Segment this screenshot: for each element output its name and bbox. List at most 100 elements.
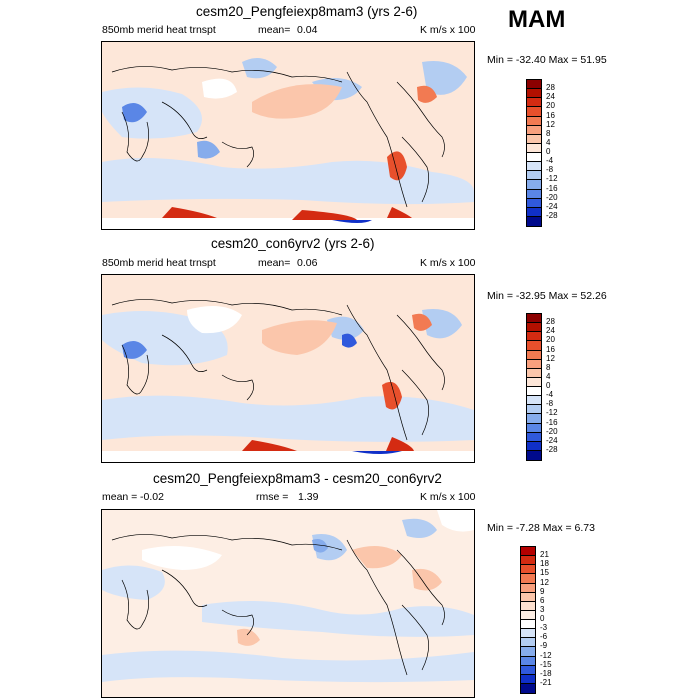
colorbar-tick-label: -4 [546, 390, 554, 400]
colorbar-swatch [521, 683, 535, 693]
panel-2-minmax: Min = -32.95 Max = 52.26 [487, 290, 607, 302]
colorbar-tick-label: 21 [540, 550, 549, 560]
panel-2-mean-value: 0.06 [297, 257, 318, 269]
colorbar-swatch [521, 574, 535, 584]
colorbar-tick-label: 28 [546, 83, 555, 93]
colorbar-tick-label: 9 [540, 586, 545, 596]
colorbar-swatch [527, 153, 541, 163]
colorbar-swatch [527, 414, 541, 424]
colorbar-tick-label: -16 [546, 417, 558, 427]
panel-3-colorbar-labels: 21 18 15 12 9 6 3 0 -3 -6 -9 -12 -15 -18 -21 [540, 546, 570, 692]
colorbar-swatch [527, 98, 541, 108]
colorbar-tick-label: -24 [546, 435, 558, 445]
colorbar-tick-label: 4 [546, 371, 551, 381]
panel-1-title: cesm20_Pengfeiexp8mam3 (yrs 2-6) [196, 4, 418, 19]
panel-1-colorbar [526, 79, 542, 227]
colorbar-tick-label: 15 [540, 568, 549, 578]
colorbar-tick-label: 12 [540, 577, 549, 587]
colorbar-swatch [521, 629, 535, 639]
colorbar-swatch [527, 207, 541, 217]
colorbar-swatch [521, 565, 535, 575]
panel-1-mean-label: mean= [258, 24, 291, 36]
colorbar-tick-label: -3 [540, 623, 548, 633]
colorbar-swatch [527, 377, 541, 387]
colorbar-tick-label: -12 [540, 650, 552, 660]
colorbar-tick-label: -16 [546, 183, 558, 193]
panel-3-map-graphic [102, 510, 474, 697]
colorbar-tick-label: 16 [546, 344, 555, 354]
colorbar-swatch [521, 656, 535, 666]
colorbar-tick-label: 8 [546, 362, 551, 372]
panel-2-colorbar [526, 313, 542, 461]
colorbar-tick-label: 8 [546, 128, 551, 138]
colorbar-tick-label: 18 [540, 559, 549, 569]
colorbar-swatch [521, 674, 535, 684]
colorbar-swatch [527, 396, 541, 406]
colorbar-swatch [527, 198, 541, 208]
panel-2-variable-label: 850mb merid heat trnspt [102, 257, 216, 269]
panel-3-rmse-label: rmse = [256, 491, 289, 503]
colorbar-swatch [521, 620, 535, 630]
colorbar-tick-label: -9 [540, 641, 548, 651]
panel-2-map-graphic [102, 275, 474, 462]
colorbar-tick-label: -28 [546, 444, 558, 454]
colorbar-swatch [521, 547, 535, 557]
colorbar-swatch [527, 423, 541, 433]
colorbar-tick-label: 24 [546, 326, 555, 336]
panel-1-colorbar-labels: 28 24 20 16 12 8 4 0 -4 -8 -12 -16 -20 -24 -28 [546, 79, 576, 225]
colorbar-tick-label: 16 [546, 110, 555, 120]
colorbar-tick-label: -6 [540, 632, 548, 642]
panel-1-mean-value: 0.04 [297, 24, 318, 36]
colorbar-swatch [527, 107, 541, 117]
colorbar-tick-label: -12 [546, 408, 558, 418]
colorbar-swatch [521, 583, 535, 593]
colorbar-swatch [527, 332, 541, 342]
panel-3-colorbar [520, 546, 536, 694]
panel-1-variable-label: 850mb merid heat trnspt [102, 24, 216, 36]
colorbar-tick-label: 20 [546, 101, 555, 111]
panel-3-minmax: Min = -7.28 Max = 6.73 [487, 522, 595, 534]
colorbar-tick-label: 20 [546, 335, 555, 345]
colorbar-swatch [527, 162, 541, 172]
colorbar-swatch [527, 134, 541, 144]
colorbar-swatch [527, 314, 541, 324]
colorbar-swatch [527, 359, 541, 369]
colorbar-swatch [527, 80, 541, 90]
panel-3-map [101, 509, 475, 698]
colorbar-tick-label: 12 [546, 353, 555, 363]
colorbar-swatch [527, 216, 541, 226]
colorbar-tick-label: -12 [546, 174, 558, 184]
panel-1-map-graphic [102, 42, 474, 229]
colorbar-swatch [521, 610, 535, 620]
colorbar-tick-label: -24 [546, 201, 558, 211]
colorbar-swatch [527, 387, 541, 397]
colorbar-swatch [521, 638, 535, 648]
colorbar-tick-label: 0 [546, 381, 551, 390]
panel-1-units: K m/s x 100 [420, 24, 476, 36]
panel-3-mean-label: mean = [102, 491, 138, 503]
colorbar-swatch [521, 665, 535, 675]
colorbar-swatch [527, 441, 541, 451]
panel-2-title: cesm20_con6yrv2 (yrs 2-6) [211, 236, 375, 251]
colorbar-tick-label: 0 [540, 614, 545, 623]
panel-1-minmax: Min = -32.40 Max = 51.95 [487, 54, 607, 66]
colorbar-swatch [527, 189, 541, 199]
panel-2-mean-label: mean= [258, 257, 291, 269]
colorbar-swatch [527, 116, 541, 126]
colorbar-tick-label: -21 [540, 677, 552, 687]
colorbar-tick-label: -4 [546, 156, 554, 166]
colorbar-tick-label: -20 [546, 192, 558, 202]
colorbar-tick-label: -8 [546, 165, 554, 175]
colorbar-swatch [527, 405, 541, 415]
colorbar-swatch [527, 341, 541, 351]
colorbar-swatch [521, 601, 535, 611]
colorbar-tick-label: 6 [540, 595, 545, 605]
colorbar-tick-label: -28 [546, 210, 558, 220]
colorbar-swatch [527, 350, 541, 360]
season-label: MAM [508, 6, 566, 33]
panel-2-map [101, 274, 475, 463]
colorbar-tick-label: -18 [540, 668, 552, 678]
panel-2-units: K m/s x 100 [420, 257, 476, 269]
colorbar-tick-label: 4 [546, 137, 551, 147]
panel-3-title: cesm20_Pengfeiexp8mam3 - cesm20_con6yrv2 [153, 471, 442, 486]
